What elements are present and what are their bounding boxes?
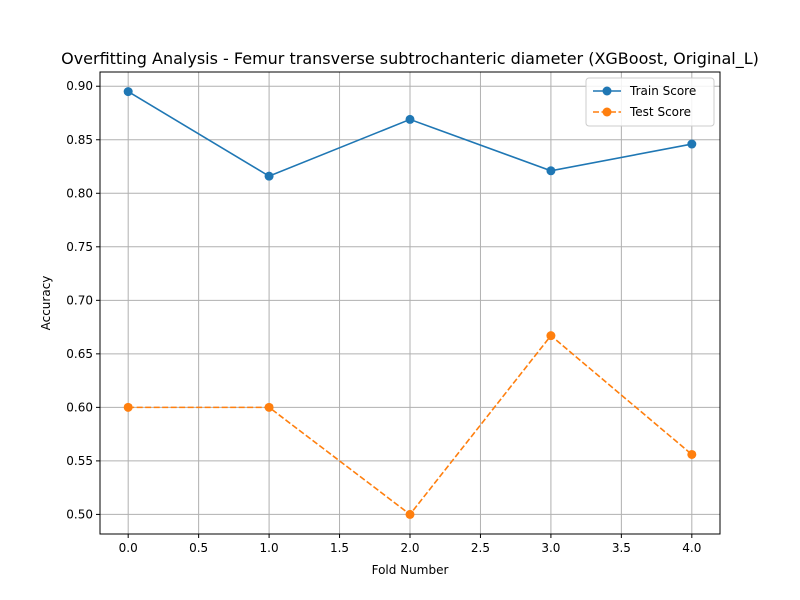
test-score-point	[687, 449, 697, 459]
y-tick-label: 0.90	[66, 79, 93, 93]
train-score-point	[123, 87, 133, 97]
train-score-point	[264, 171, 274, 181]
x-tick-label: 1.0	[260, 541, 279, 555]
legend-train-score-label: Train Score	[629, 84, 696, 98]
y-tick-label: 0.80	[66, 186, 93, 200]
y-tick-label: 0.50	[66, 507, 93, 521]
test-score-point	[546, 331, 556, 341]
x-tick-label: 0.0	[119, 541, 138, 555]
x-ticks: 0.0 0.5 1.0 1.5 2.0 2.5 3.0 3.5 4.0	[119, 534, 701, 555]
test-score-point	[123, 402, 133, 412]
y-ticks: 0.50 0.55 0.60 0.65 0.70 0.75 0.80 0.85 0.90	[66, 79, 100, 521]
y-tick-label: 0.85	[66, 133, 93, 147]
train-score-point	[405, 114, 415, 124]
y-tick-label: 0.70	[66, 293, 93, 307]
x-tick-label: 3.0	[541, 541, 560, 555]
train-score-point	[687, 139, 697, 149]
chart-title: Overfitting Analysis - Femur transverse …	[61, 49, 759, 69]
x-tick-label: 0.5	[189, 541, 208, 555]
x-axis-title: Fold Number	[372, 563, 449, 577]
y-tick-label: 0.60	[66, 400, 93, 414]
train-score-point	[546, 166, 556, 176]
legend-box	[585, 77, 715, 127]
test-score-point	[264, 402, 274, 412]
y-tick-label: 0.55	[66, 454, 93, 468]
y-tick-label: 0.75	[66, 240, 93, 254]
legend-train-score-marker	[602, 86, 612, 96]
y-axis-title: Accuracy	[39, 276, 53, 331]
x-tick-label: 2.5	[471, 541, 490, 555]
x-tick-label: 2.0	[400, 541, 419, 555]
series-group	[123, 87, 697, 519]
legend-test-score-marker	[602, 107, 612, 117]
x-tick-label: 4.0	[682, 541, 701, 555]
y-tick-label: 0.65	[66, 347, 93, 361]
test-score-point	[405, 509, 415, 519]
legend-test-score-label: Test Score	[629, 105, 691, 119]
x-tick-label: 1.5	[330, 541, 349, 555]
legend: Train Score Test Score	[585, 77, 715, 127]
x-tick-label: 3.5	[612, 541, 631, 555]
